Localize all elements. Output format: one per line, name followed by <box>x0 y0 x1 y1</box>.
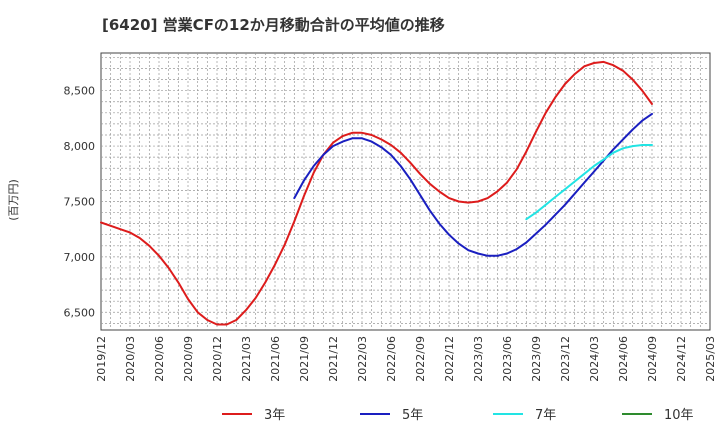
x-tick-label: 2022/09 <box>414 336 427 382</box>
x-tick-label: 2020/12 <box>211 336 224 382</box>
y-tick-label: 7,000 <box>64 251 96 264</box>
chart-title: [6420] 営業CFの12か月移動合計の平均値の推移 <box>102 16 445 34</box>
x-tick-label: 2022/06 <box>385 336 398 382</box>
y-tick-labels: 6,500 7,000 7,500 8,000 8,500 <box>64 85 96 320</box>
y-tick-label: 8,500 <box>64 85 96 98</box>
x-tick-label: 2021/03 <box>240 336 253 382</box>
y-tick-label: 7,500 <box>64 195 96 208</box>
series-line-1 <box>100 60 653 326</box>
x-tick-label: 2024/06 <box>617 336 630 382</box>
legend: 3年 5年 7年 10年 <box>222 408 694 423</box>
y-tick-label: 6,500 <box>64 306 96 319</box>
x-tick-label: 2020/09 <box>182 336 195 382</box>
x-tick-label: 2021/06 <box>269 336 282 382</box>
x-tick-label: 2023/09 <box>530 336 543 382</box>
grid-lines <box>101 53 710 330</box>
x-tick-label: 2019/12 <box>95 336 108 382</box>
legend-label: 10年 <box>664 408 694 423</box>
series-lines <box>100 60 653 326</box>
series-line-2 <box>293 112 653 257</box>
x-tick-label: 2023/12 <box>559 336 572 382</box>
x-tick-label: 2022/03 <box>356 336 369 382</box>
legend-label: 3年 <box>264 408 285 423</box>
y-axis-label: (百万円) <box>7 179 20 221</box>
x-tick-label: 2025/03 <box>704 336 717 382</box>
x-tick-label: 2023/06 <box>501 336 514 382</box>
y-tick-label: 8,000 <box>64 140 96 153</box>
x-tick-label: 2024/09 <box>646 336 659 382</box>
legend-label: 7年 <box>535 408 556 423</box>
x-tick-label: 2021/12 <box>327 336 340 382</box>
legend-label: 5年 <box>402 408 423 423</box>
x-tick-label: 2022/12 <box>443 336 456 382</box>
plot-area <box>100 52 711 331</box>
x-tick-label: 2024/12 <box>675 336 688 382</box>
x-tick-label: 2020/06 <box>153 336 166 382</box>
x-tick-label: 2024/03 <box>588 336 601 382</box>
x-tick-label: 2020/03 <box>124 336 137 382</box>
x-tick-label: 2023/03 <box>472 336 485 382</box>
series-line-3 <box>525 144 653 221</box>
x-tick-labels: 2019/12 2020/03 2020/06 2020/09 2020/12 2021/… <box>95 336 717 382</box>
x-tick-label: 2021/09 <box>298 336 311 382</box>
